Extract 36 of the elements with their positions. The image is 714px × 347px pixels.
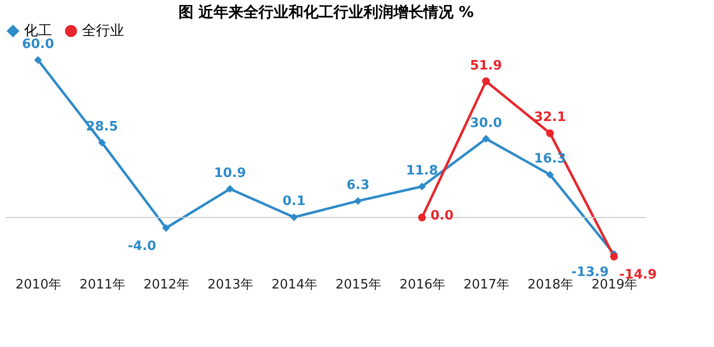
- point: [610, 252, 618, 260]
- x-tick-label: 2017年: [463, 278, 510, 292]
- data-label: 6.3: [346, 178, 370, 193]
- data-label: 0.0: [430, 208, 454, 224]
- point: [546, 129, 554, 138]
- point: [418, 182, 426, 190]
- data-label: 10.9: [214, 166, 246, 181]
- point: [226, 185, 234, 193]
- point: [290, 213, 298, 222]
- data-label: 60.0: [22, 37, 54, 52]
- x-tick-label: 2010年: [15, 278, 62, 292]
- data-label: 51.9: [470, 58, 502, 74]
- x-tick-label: 2015年: [335, 278, 382, 292]
- data-label: 0.1: [282, 194, 306, 210]
- legend-label: 全行业: [82, 23, 124, 39]
- x-tick-label: 2014年: [271, 278, 318, 292]
- x-tick-label: 2016年: [399, 278, 446, 292]
- point: [418, 214, 426, 222]
- point: [34, 56, 42, 64]
- data-label: 30.0: [470, 116, 502, 131]
- x-tick-label: 2012年: [143, 278, 190, 292]
- point: [482, 134, 490, 143]
- data-label: 32.1: [534, 110, 566, 126]
- data-label: -13.9: [571, 264, 609, 280]
- chart-title: 图 近年来全行业和化工行业利润增长情况 %: [178, 3, 474, 21]
- x-tick-label: 2011年: [79, 278, 126, 292]
- point: [162, 224, 170, 232]
- data-label: -4.0: [128, 239, 156, 254]
- x-tick-label: 2013年: [207, 278, 254, 292]
- point: [354, 197, 362, 205]
- data-label: 11.8: [406, 164, 438, 179]
- legend-label: 化工: [24, 23, 52, 39]
- x-tick-label: 2018年: [527, 278, 574, 292]
- point: [482, 77, 490, 86]
- point: [546, 170, 554, 179]
- point: [98, 138, 106, 147]
